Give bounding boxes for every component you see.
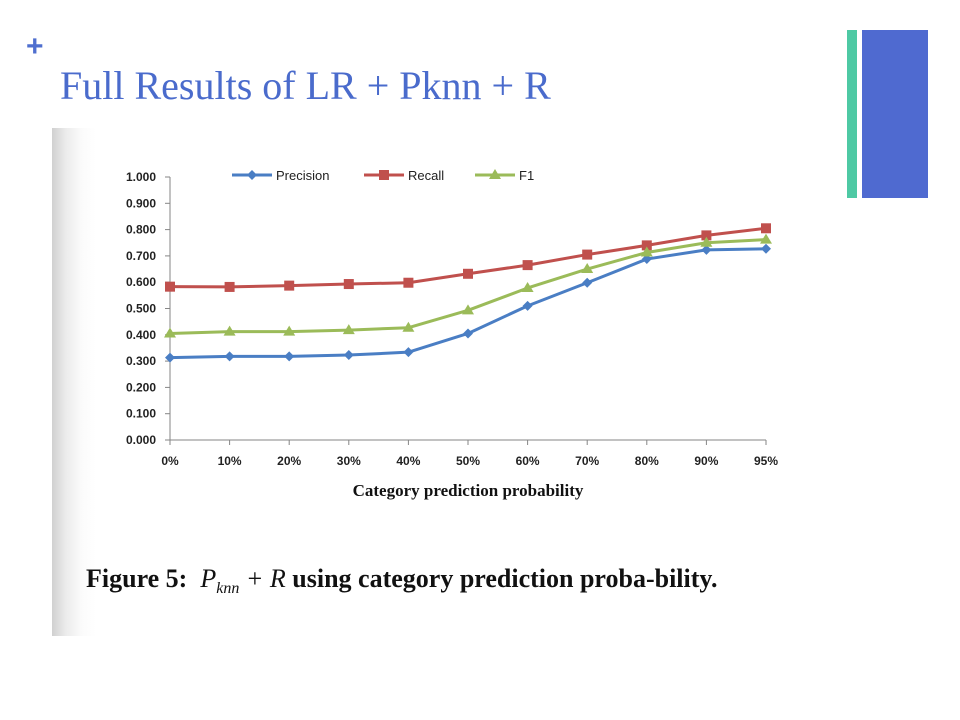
data-point-recall	[165, 281, 175, 292]
data-point-f1	[700, 236, 713, 247]
series-line-precision	[169, 247, 767, 360]
y-tick-label: 0.200	[126, 380, 156, 394]
data-point-recall	[463, 268, 473, 279]
data-point-precision	[522, 300, 533, 311]
bullet-plus-icon: +	[26, 30, 44, 63]
data-point-precision	[284, 351, 295, 362]
y-tick-label: 0.500	[126, 302, 156, 316]
data-point-recall	[582, 249, 593, 260]
x-tick-label: 70%	[575, 454, 599, 468]
accent-bar-teal	[847, 30, 857, 198]
legend-marker-precision	[247, 170, 257, 180]
x-tick-label: 0%	[161, 454, 179, 468]
caption-math: Pknn + R	[200, 564, 286, 598]
data-point-f1	[521, 281, 534, 292]
data-point-recall	[224, 281, 235, 292]
x-tick-label: 80%	[635, 454, 659, 468]
data-point-precision	[463, 328, 473, 339]
data-point-f1	[402, 321, 415, 332]
y-tick-label: 0.400	[126, 328, 156, 342]
data-point-recall	[343, 279, 354, 290]
data-point-precision	[403, 347, 414, 358]
legend-marker-recall	[379, 170, 389, 180]
x-axis-title: Category prediction probability	[353, 481, 584, 500]
x-tick-label: 40%	[396, 454, 420, 468]
data-point-f1	[760, 233, 772, 244]
legend-label-f1: F1	[519, 168, 534, 183]
legend-label-precision: Precision	[276, 168, 329, 183]
data-point-precision	[701, 244, 712, 255]
data-point-precision	[761, 243, 771, 254]
caption-text: using category prediction proba-bility.	[292, 564, 718, 593]
data-point-precision	[641, 254, 652, 265]
y-tick-label: 0.300	[126, 354, 156, 368]
data-point-recall	[761, 223, 771, 234]
data-point-f1	[223, 325, 236, 336]
x-tick-label: 60%	[516, 454, 540, 468]
y-tick-label: 0.800	[126, 223, 156, 237]
data-point-f1	[283, 325, 296, 336]
data-point-f1	[581, 263, 594, 274]
y-tick-label: 0.100	[126, 407, 156, 421]
data-point-precision	[165, 352, 175, 363]
x-tick-label: 90%	[694, 454, 718, 468]
data-point-recall	[522, 260, 533, 271]
accent-bar-blue	[862, 30, 928, 198]
data-point-f1	[462, 304, 474, 315]
data-point-precision	[224, 351, 235, 362]
x-tick-label: 95%	[754, 454, 778, 468]
data-point-f1	[164, 327, 176, 338]
figure-panel: 0.000 0.100 0.200 0.300 0.400 0.500 0.600 0.700…	[52, 128, 838, 636]
data-point-recall	[403, 277, 414, 288]
data-point-recall	[641, 240, 652, 251]
x-tick-label: 30%	[337, 454, 361, 468]
y-tick-label: 0.000	[126, 433, 156, 447]
data-point-recall	[701, 230, 712, 241]
y-tick-label: 0.700	[126, 249, 156, 263]
data-point-f1	[640, 246, 653, 257]
x-tick-label: 20%	[277, 454, 301, 468]
data-point-precision	[343, 350, 354, 361]
data-point-precision	[582, 277, 593, 288]
y-tick-label: 0.900	[126, 196, 156, 210]
caption-label: Figure 5:	[86, 564, 188, 593]
x-tick-label: 10%	[218, 454, 242, 468]
data-point-f1	[342, 324, 355, 335]
figure-caption: Figure 5: Pknn + R using category predic…	[86, 562, 826, 605]
y-tick-label: 1.000	[126, 170, 156, 184]
data-point-recall	[284, 280, 295, 291]
y-tick-label: 0.600	[126, 275, 156, 289]
slide-title: Full Results of LR + Pknn + R	[60, 63, 551, 108]
legend-marker-f1	[489, 169, 501, 179]
line-chart: 0.000 0.100 0.200 0.300 0.400 0.500 0.600 0.700…	[126, 168, 778, 500]
x-tick-label: 50%	[456, 454, 480, 468]
legend-label-recall: Recall	[408, 168, 444, 183]
